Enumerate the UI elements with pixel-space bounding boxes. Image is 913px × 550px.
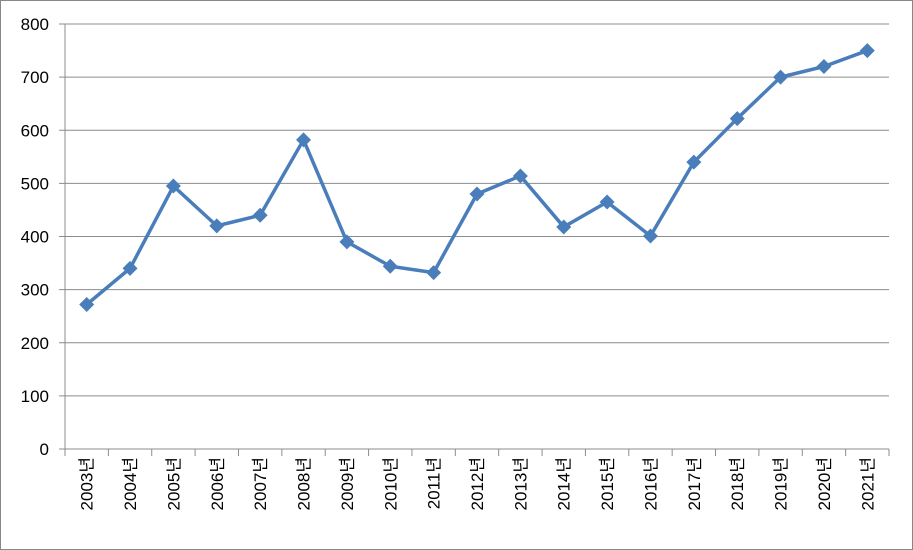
y-tick-label: 200 — [21, 334, 49, 353]
x-tick-label: 2012년 — [468, 457, 487, 510]
data-marker — [296, 132, 312, 148]
y-tick-label: 700 — [21, 68, 49, 87]
y-tick-label: 300 — [21, 281, 49, 300]
y-tick-label: 400 — [21, 228, 49, 247]
data-marker — [773, 69, 789, 85]
y-tick-label: 0 — [40, 440, 49, 459]
x-tick-label: 2010년 — [381, 457, 400, 510]
data-marker — [816, 59, 832, 74]
x-tick-label: 2005년 — [164, 457, 183, 510]
x-tick-label: 2021년 — [858, 457, 877, 510]
x-tick-label: 2019년 — [772, 457, 791, 510]
x-tick-label: 2006년 — [208, 457, 227, 510]
y-tick-label: 500 — [21, 174, 49, 193]
data-marker — [469, 186, 485, 202]
x-tick-label: 2017년 — [685, 457, 704, 510]
data-marker — [512, 168, 528, 184]
y-tick-label: 800 — [21, 15, 49, 34]
data-marker — [252, 207, 268, 223]
y-tick-label: 600 — [21, 121, 49, 140]
data-marker — [339, 234, 355, 250]
x-tick-label: 2016년 — [641, 457, 660, 510]
x-tick-label: 2018년 — [728, 457, 747, 510]
data-marker — [122, 260, 138, 276]
data-marker — [599, 194, 615, 210]
data-marker — [426, 265, 442, 281]
x-tick-label: 2011년 — [425, 457, 444, 509]
x-tick-label: 2007년 — [251, 457, 270, 510]
x-tick-label: 2020년 — [815, 457, 834, 510]
data-marker — [79, 297, 95, 312]
data-marker — [686, 154, 702, 170]
x-tick-label: 2009년 — [338, 457, 357, 510]
x-tick-label: 2015년 — [598, 457, 617, 510]
data-marker — [165, 178, 181, 194]
x-tick-label: 2008년 — [295, 457, 314, 510]
x-tick-label: 2013년 — [511, 457, 530, 510]
data-marker — [859, 43, 875, 59]
data-marker — [209, 218, 225, 234]
data-marker — [642, 228, 658, 244]
data-marker — [556, 219, 572, 235]
data-marker — [382, 258, 398, 274]
x-tick-label: 2003년 — [78, 457, 97, 510]
x-tick-label: 2014년 — [555, 457, 574, 510]
data-marker — [729, 111, 745, 127]
x-tick-label: 2004년 — [121, 457, 140, 510]
y-tick-label: 100 — [21, 387, 49, 406]
